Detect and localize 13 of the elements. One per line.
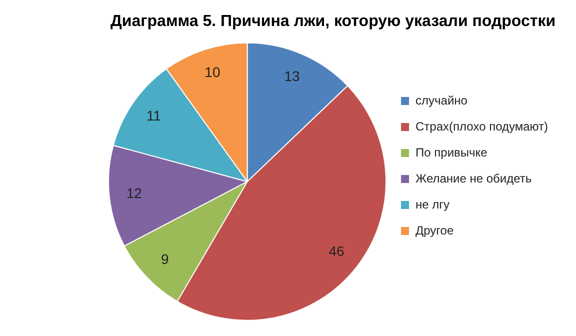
legend-label: Другое [416,223,454,238]
chart-title: Диаграмма 5. Причина лжи, которую указали подростки [110,13,556,30]
legend-label: По привычке [416,145,488,160]
data-label: 46 [328,243,345,260]
data-label: 11 [146,108,162,124]
data-label: 9 [161,251,170,268]
legend-label: Страх(плохо подумают) [416,119,548,134]
legend-label: Желание не обидеть [416,171,532,186]
data-label: 10 [204,64,220,80]
data-label: 12 [126,184,142,201]
legend-label: не лгу [416,197,450,212]
legend-label: случайно [416,93,468,108]
data-label: 13 [284,68,300,84]
